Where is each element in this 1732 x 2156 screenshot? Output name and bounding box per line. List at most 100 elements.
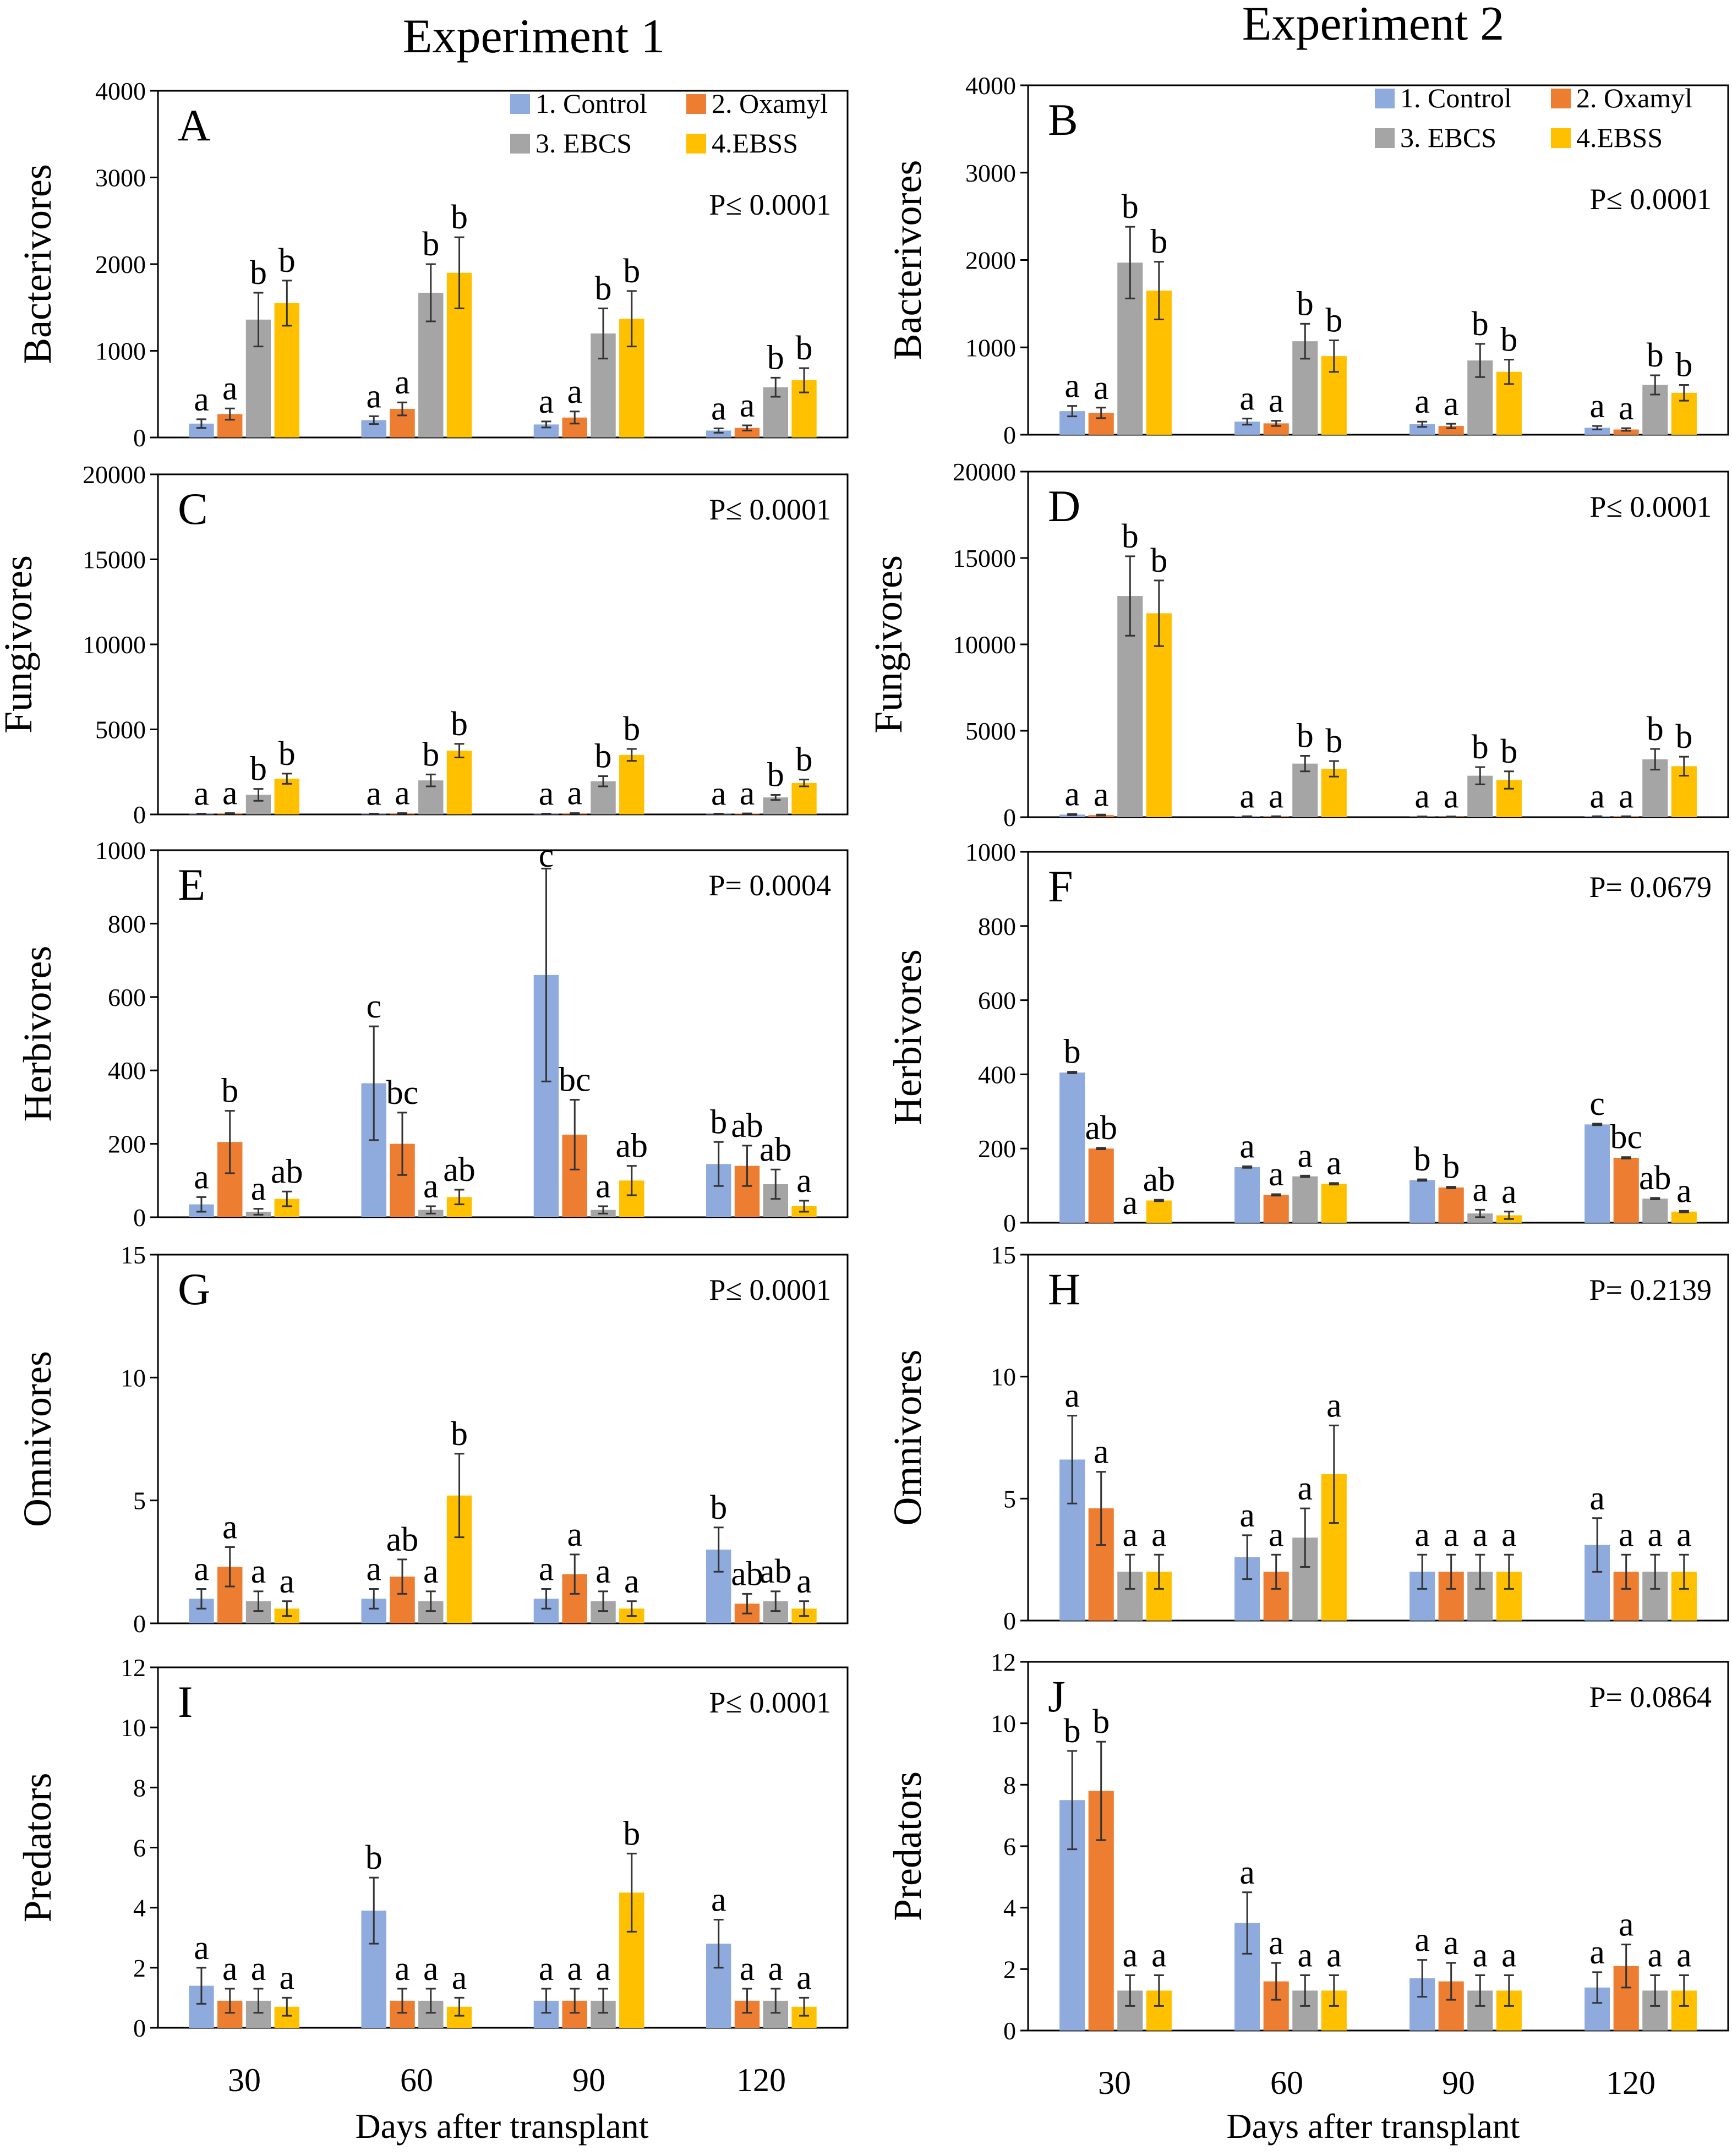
significance-letter: bc — [1610, 1119, 1642, 1156]
y-tick-label: 800 — [978, 912, 1016, 940]
bar — [1671, 1211, 1697, 1223]
y-tick-label: 0 — [133, 2014, 146, 2042]
significance-letter: b — [451, 199, 468, 236]
significance-letter: a — [222, 370, 238, 407]
y-tick-label: 400 — [978, 1060, 1016, 1088]
significance-letter: a — [395, 364, 410, 401]
significance-letter: a — [1444, 1516, 1459, 1553]
legend-swatch — [1375, 89, 1395, 108]
y-tick-label: 2000 — [965, 247, 1016, 275]
y-tick-label: 10 — [991, 1363, 1016, 1391]
p-value-label: P≤ 0.0001 — [709, 1686, 831, 1719]
x-tick-label: 30 — [1098, 2065, 1131, 2101]
plot-frame — [157, 849, 849, 1218]
significance-letter: a — [796, 1563, 812, 1600]
significance-letter: b — [1500, 733, 1517, 770]
panel-a: 0 1000 2000 3000 4000 Bacterivores A P≤ 0.0001 a… — [15, 77, 849, 452]
significance-letter: a — [740, 775, 755, 812]
significance-letter: a — [1619, 778, 1634, 815]
y-tick-label: 5000 — [965, 717, 1016, 745]
bar — [1088, 1148, 1114, 1223]
significance-letter: b — [1064, 1712, 1081, 1750]
y-axis-title: Predators — [886, 1771, 930, 1921]
significance-letter: b — [767, 756, 784, 794]
significance-letter: b — [1297, 718, 1314, 755]
bar — [274, 779, 300, 814]
bar — [446, 751, 472, 814]
significance-letter: a — [1619, 390, 1634, 427]
significance-letter: a — [1298, 1937, 1313, 1974]
y-axis-title: Omnivores — [886, 1350, 930, 1526]
significance-letter: a — [1239, 778, 1255, 815]
significance-letter: a — [251, 1950, 266, 1988]
y-tick-label: 600 — [108, 983, 146, 1011]
significance-letter: b — [278, 735, 296, 773]
legend-swatch — [686, 94, 706, 114]
significance-letter: ab — [760, 1131, 792, 1168]
y-tick-label: 0 — [133, 801, 146, 829]
significance-letter: b — [1150, 542, 1167, 579]
bar — [1613, 429, 1639, 435]
significance-letter: a — [1501, 1173, 1517, 1211]
significance-letter: a — [423, 1553, 439, 1590]
y-tick-label: 1000 — [95, 337, 146, 365]
p-value-label: P≤ 0.0001 — [709, 1273, 831, 1306]
bar — [1613, 1158, 1639, 1223]
plot-frame — [1027, 1254, 1729, 1622]
significance-letter: b — [1122, 518, 1139, 555]
significance-letter: b — [1297, 285, 1314, 322]
significance-letter: a — [1648, 1937, 1663, 1974]
significance-letter: b — [1675, 347, 1692, 384]
significance-letter: a — [1676, 1172, 1692, 1210]
experiment-2-title: Experiment 2 — [1242, 0, 1505, 51]
panel-letter: E — [178, 860, 205, 910]
significance-letter: b — [1064, 1033, 1081, 1071]
legend-label: 2. Oxamyl — [1576, 83, 1692, 113]
panel-c: 0 5000 10000 15000 20000 Fungivores C P≤ 0.0001… — [0, 461, 849, 829]
significance-letter: ab — [731, 1555, 763, 1593]
bar — [1467, 1213, 1493, 1223]
significance-letter: a — [1619, 1906, 1634, 1944]
significance-letter: ab — [731, 1107, 763, 1145]
panel-letter: C — [178, 484, 208, 534]
significance-letter: b — [1325, 723, 1342, 760]
bar — [1585, 428, 1610, 435]
significance-letter: b — [595, 270, 612, 307]
x-tick-label: 90 — [572, 2062, 605, 2098]
p-value-label: P= 0.0679 — [1589, 871, 1712, 904]
y-tick-label: 8 — [133, 1774, 146, 1802]
legend-label: 3. EBCS — [1400, 122, 1496, 153]
significance-letter: a — [1589, 1480, 1605, 1517]
y-tick-label: 10 — [121, 1714, 146, 1742]
significance-letter: c — [1589, 1085, 1605, 1123]
y-tick-label: 3000 — [95, 164, 146, 192]
y-tick-label: 4 — [1003, 1894, 1016, 1922]
bar — [1438, 1187, 1464, 1223]
panel-letter: J — [1048, 1671, 1066, 1721]
bar — [1292, 763, 1318, 817]
legend-swatch — [510, 94, 530, 114]
significance-letter: a — [222, 775, 238, 812]
significance-letter: a — [711, 390, 726, 427]
significance-letter: a — [740, 1950, 755, 1988]
significance-letter: a — [251, 1170, 266, 1208]
y-tick-label: 800 — [108, 910, 146, 938]
y-axis-title: Bacterivores — [886, 160, 930, 360]
significance-letter: a — [1444, 778, 1459, 816]
significance-letter: b — [1122, 188, 1139, 226]
y-axis-title: Herbivores — [886, 949, 930, 1125]
significance-letter: c — [539, 837, 554, 874]
bar — [533, 424, 559, 437]
bar — [1263, 423, 1289, 435]
significance-letter: a — [1094, 369, 1109, 407]
significance-letter: ab — [760, 1553, 792, 1590]
y-tick-label: 2 — [133, 1954, 146, 1982]
y-tick-label: 10000 — [953, 631, 1016, 659]
significance-letter: ab — [1085, 1109, 1117, 1147]
legend-swatch — [1551, 128, 1571, 148]
significance-letter: b — [250, 254, 267, 292]
significance-letter: a — [194, 775, 209, 812]
legend-label: 4.EBSS — [1576, 122, 1663, 153]
